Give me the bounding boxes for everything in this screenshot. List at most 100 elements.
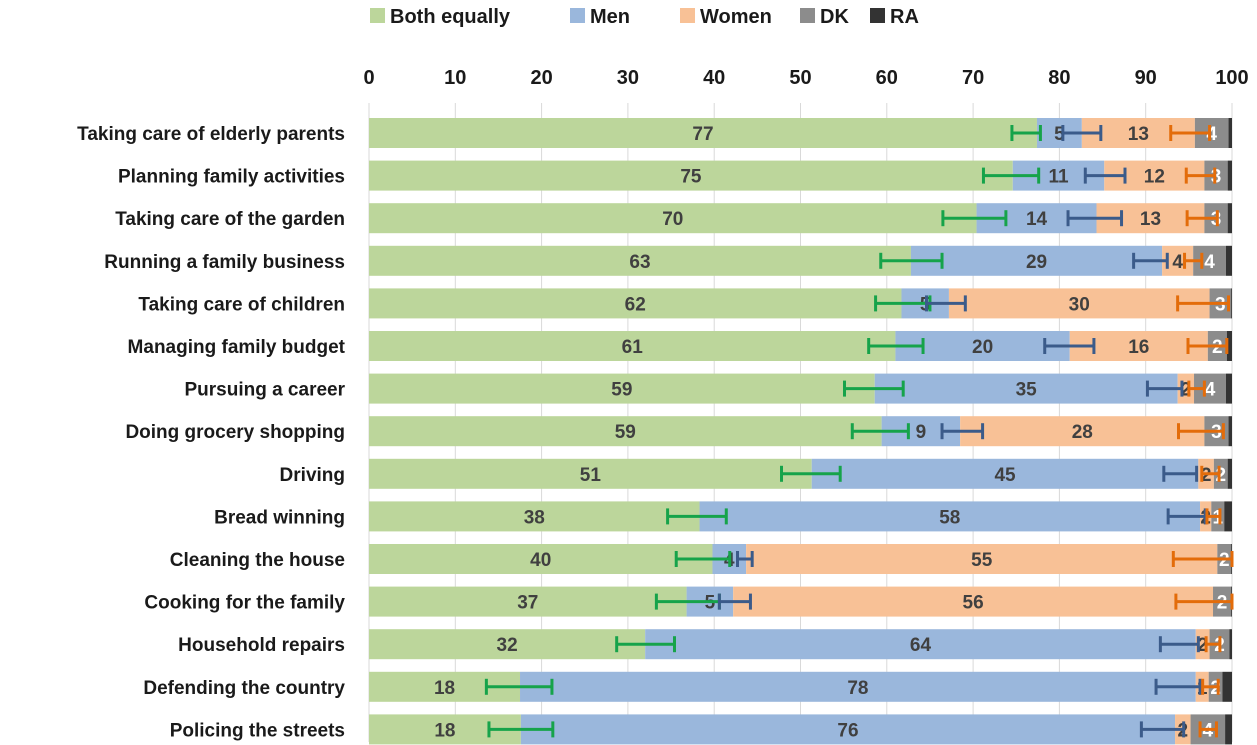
data-label-both-equally: 18 xyxy=(434,720,455,741)
data-label-women: 13 xyxy=(1140,209,1161,230)
error-bar-both-equally xyxy=(674,551,732,567)
legend-label-dk: DK xyxy=(820,6,849,28)
bar-both-equally xyxy=(369,458,812,489)
error-bar-both-equally xyxy=(615,636,677,653)
bar-ra xyxy=(1231,288,1232,319)
category-label: Managing family budget xyxy=(128,337,346,358)
legend-swatch-men xyxy=(570,8,585,23)
bar-both-equally xyxy=(369,203,977,234)
bar-dk xyxy=(1213,458,1228,489)
bar-ra xyxy=(1224,501,1232,532)
x-tick-label: 20 xyxy=(530,67,552,89)
legend-swatch-women xyxy=(680,8,695,23)
error-bar-both-equally xyxy=(484,678,554,695)
data-label-men: 78 xyxy=(847,678,868,699)
bar-both-equally xyxy=(369,288,902,319)
bar-both-equally xyxy=(369,373,875,404)
error-bar-women xyxy=(1184,167,1217,184)
data-label-both-equally: 77 xyxy=(692,124,713,145)
bar-men xyxy=(811,458,1199,489)
category-label: Policing the streets xyxy=(170,720,345,741)
data-label-both-equally: 18 xyxy=(434,678,455,699)
data-label-women: 56 xyxy=(963,593,984,614)
error-bar-both-equally xyxy=(850,423,910,440)
data-label-dk: 4 xyxy=(1204,252,1215,273)
error-bar-women xyxy=(1186,338,1229,354)
error-bar-women xyxy=(1185,210,1219,227)
bar-men xyxy=(520,714,1176,745)
error-bar-women xyxy=(1204,636,1222,653)
bar-ra xyxy=(1225,714,1232,745)
data-label-men: 14 xyxy=(1026,209,1048,230)
error-bar-men xyxy=(1158,636,1200,653)
data-label-women: 55 xyxy=(971,550,993,571)
data-label-both-equally: 37 xyxy=(517,593,538,614)
error-bar-both-equally xyxy=(879,252,944,269)
category-label: Taking care of the garden xyxy=(115,209,345,230)
data-label-both-equally: 70 xyxy=(662,209,683,230)
legend: Both equally Men Women DK RA xyxy=(370,6,919,28)
data-label-women: 2 xyxy=(1181,380,1192,401)
data-label-both-equally: 63 xyxy=(629,252,650,273)
error-bar-women xyxy=(1183,252,1204,269)
data-label-women: 2 xyxy=(1197,635,1208,656)
data-label-men: 29 xyxy=(1026,252,1047,273)
error-bar-women xyxy=(1187,380,1206,397)
category-label: Taking care of children xyxy=(138,294,345,315)
bar-both-equally xyxy=(369,245,911,276)
x-tick-label: 90 xyxy=(1135,67,1157,89)
error-bar-men xyxy=(717,593,752,610)
data-label-men: 45 xyxy=(994,465,1016,486)
bar-ra xyxy=(1226,331,1232,361)
data-label-men: 20 xyxy=(972,337,993,358)
error-bar-men xyxy=(1132,252,1169,269)
bar-both-equally xyxy=(369,416,882,447)
category-label: Doing grocery shopping xyxy=(125,422,345,443)
bar-ra xyxy=(1227,203,1232,234)
error-bar-men xyxy=(1154,678,1202,695)
error-bar-women xyxy=(1198,721,1218,738)
error-bar-women xyxy=(1176,295,1231,312)
bar-ra xyxy=(1222,671,1232,702)
bar-both-equally xyxy=(369,629,646,660)
error-bar-both-equally xyxy=(666,508,728,525)
error-bar-women xyxy=(1176,423,1225,440)
error-bar-women xyxy=(1201,678,1220,695)
data-label-men: 35 xyxy=(1016,380,1038,401)
x-tick-label: 100 xyxy=(1215,67,1248,89)
data-label-women: 28 xyxy=(1072,422,1093,443)
x-tick-label: 40 xyxy=(703,67,725,89)
data-label-dk: 4 xyxy=(1206,124,1217,145)
error-bar-men xyxy=(1166,508,1207,525)
category-label: Cooking for the family xyxy=(144,593,345,614)
data-label-women: 12 xyxy=(1144,167,1165,188)
error-bar-men xyxy=(924,295,967,312)
bar-ra xyxy=(1225,245,1232,276)
bar-men xyxy=(520,671,1196,702)
data-label-women: 30 xyxy=(1069,294,1090,315)
error-bar-men xyxy=(1083,167,1127,184)
bar-men xyxy=(910,245,1163,276)
x-tick-label: 10 xyxy=(444,67,466,89)
category-label: Cleaning the house xyxy=(170,550,345,571)
x-tick-label: 70 xyxy=(962,67,984,89)
data-label-both-equally: 59 xyxy=(611,380,632,401)
category-label: Running a family business xyxy=(104,252,345,273)
category-label: Taking care of elderly parents xyxy=(77,124,345,145)
data-label-dk: 2 xyxy=(1215,465,1226,486)
bars xyxy=(369,118,1232,745)
category-label: Defending the country xyxy=(143,678,345,699)
data-label-both-equally: 40 xyxy=(530,550,551,571)
data-label-men: 64 xyxy=(910,635,932,656)
category-labels: Taking care of elderly parents Planning f… xyxy=(77,124,346,741)
bar-both-equally xyxy=(369,160,1013,191)
error-bar-women xyxy=(1205,508,1222,525)
x-tick-label: 60 xyxy=(876,67,898,89)
error-bar-both-equally xyxy=(867,338,925,354)
data-label-dk: 4 xyxy=(1205,380,1216,401)
data-label-both-equally: 62 xyxy=(625,294,646,315)
data-label-both-equally: 38 xyxy=(524,507,545,528)
error-bar-men xyxy=(940,423,985,440)
bar-men xyxy=(699,501,1201,532)
